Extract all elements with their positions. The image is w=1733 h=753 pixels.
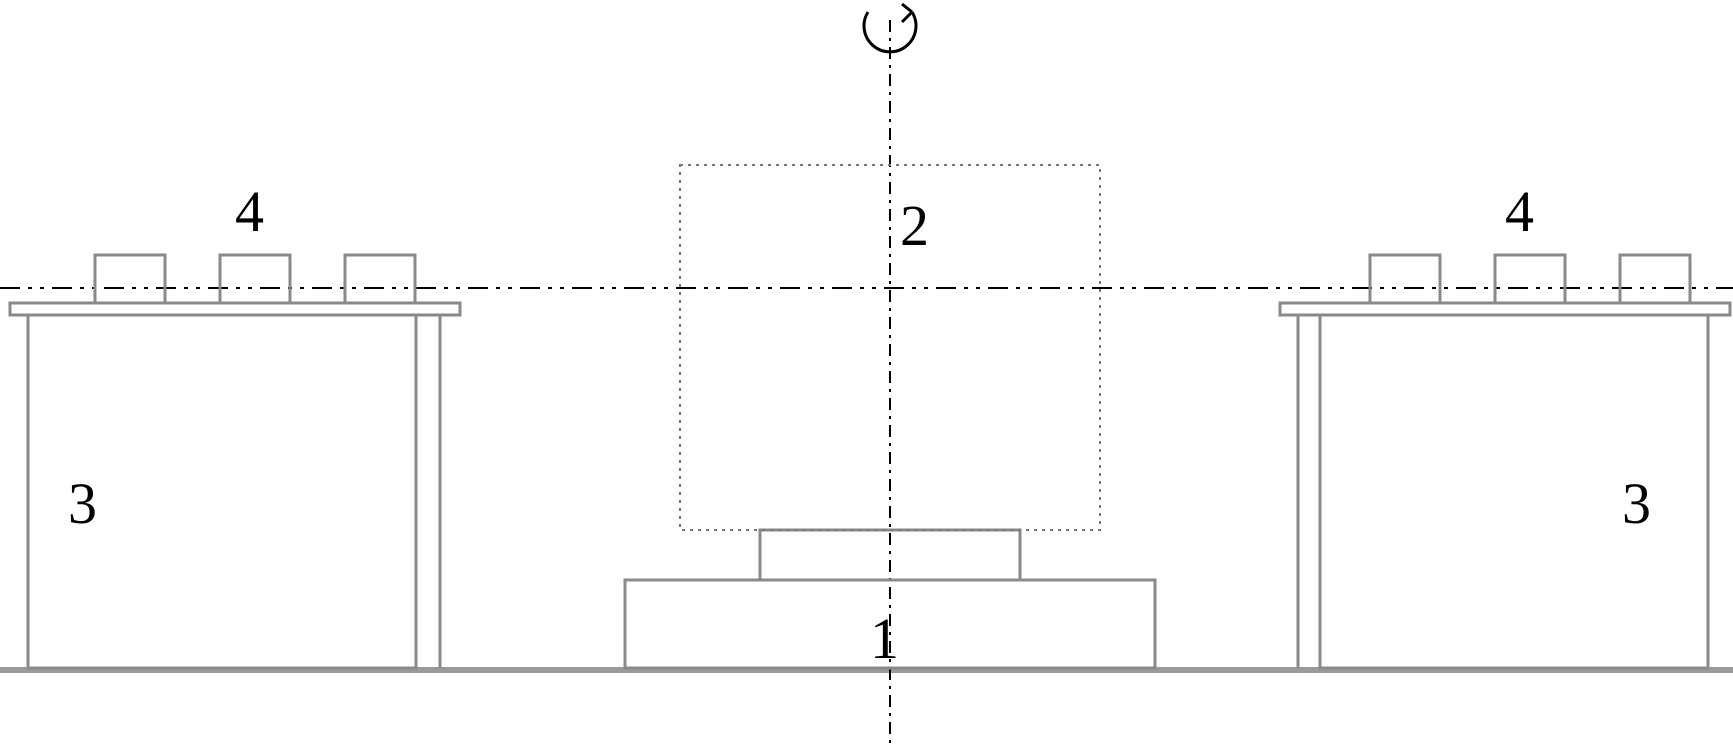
block [345, 255, 415, 303]
block [95, 255, 165, 303]
diagram-canvas: 1 2 3 3 4 4 [0, 0, 1733, 748]
diagram-svg [0, 0, 1733, 748]
block [1495, 255, 1565, 303]
label-4-right: 4 [1505, 178, 1534, 245]
right-blocks-group [1370, 255, 1690, 303]
label-3-right: 3 [1622, 470, 1651, 537]
label-4-left: 4 [235, 178, 264, 245]
block [1620, 255, 1690, 303]
left-blocks-group [95, 255, 415, 303]
label-1: 1 [870, 605, 899, 672]
label-2: 2 [900, 192, 929, 259]
block [1370, 255, 1440, 303]
label-3-left: 3 [68, 470, 97, 537]
block [220, 255, 290, 303]
right-table [1280, 303, 1730, 668]
